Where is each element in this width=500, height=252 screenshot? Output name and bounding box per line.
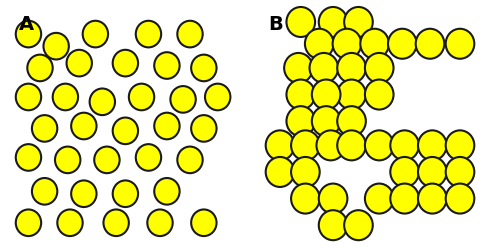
Circle shape (191, 209, 216, 236)
Circle shape (337, 80, 366, 110)
Circle shape (286, 106, 315, 136)
Circle shape (136, 21, 161, 47)
Circle shape (148, 209, 172, 236)
Circle shape (112, 117, 138, 144)
Circle shape (390, 130, 419, 160)
Circle shape (418, 157, 446, 187)
Circle shape (90, 88, 115, 115)
Circle shape (191, 55, 216, 81)
Circle shape (365, 53, 394, 83)
Circle shape (52, 84, 78, 110)
Circle shape (154, 178, 180, 205)
Circle shape (28, 55, 52, 81)
Circle shape (58, 209, 82, 236)
Circle shape (312, 106, 340, 136)
Circle shape (416, 29, 444, 59)
Circle shape (365, 80, 394, 110)
Circle shape (446, 130, 474, 160)
Circle shape (446, 29, 474, 59)
Circle shape (66, 50, 92, 76)
Circle shape (337, 53, 366, 83)
Circle shape (178, 21, 203, 47)
Circle shape (418, 130, 446, 160)
Circle shape (291, 130, 320, 160)
Circle shape (170, 86, 196, 113)
Circle shape (284, 53, 313, 83)
Circle shape (16, 84, 41, 110)
Circle shape (319, 183, 348, 214)
Circle shape (312, 80, 340, 110)
Circle shape (44, 33, 69, 59)
Circle shape (32, 115, 58, 142)
Circle shape (305, 29, 334, 59)
Circle shape (94, 147, 120, 173)
Circle shape (129, 84, 154, 110)
Circle shape (446, 183, 474, 214)
Circle shape (316, 130, 345, 160)
Circle shape (55, 147, 80, 173)
Circle shape (365, 130, 394, 160)
Circle shape (154, 52, 180, 79)
Circle shape (365, 183, 394, 214)
Circle shape (154, 113, 180, 139)
Circle shape (319, 210, 348, 240)
Circle shape (16, 209, 41, 236)
Circle shape (16, 21, 41, 47)
Circle shape (136, 144, 161, 171)
Circle shape (344, 210, 373, 240)
Circle shape (337, 106, 366, 136)
Circle shape (418, 183, 446, 214)
Circle shape (82, 21, 108, 47)
Circle shape (266, 157, 294, 187)
Circle shape (390, 183, 419, 214)
Circle shape (112, 180, 138, 207)
Circle shape (319, 7, 348, 37)
Circle shape (310, 53, 338, 83)
Circle shape (332, 29, 361, 59)
Circle shape (286, 7, 315, 37)
Circle shape (446, 157, 474, 187)
Circle shape (112, 50, 138, 76)
Circle shape (32, 178, 58, 205)
Circle shape (344, 7, 373, 37)
Circle shape (16, 144, 41, 171)
Circle shape (286, 80, 315, 110)
Circle shape (104, 209, 129, 236)
Circle shape (71, 113, 96, 139)
Circle shape (360, 29, 389, 59)
Circle shape (337, 130, 366, 160)
Text: A: A (19, 15, 34, 34)
Circle shape (178, 147, 203, 173)
Text: B: B (268, 15, 283, 34)
Circle shape (71, 180, 96, 207)
Circle shape (266, 130, 294, 160)
Circle shape (388, 29, 416, 59)
Circle shape (191, 115, 216, 142)
Circle shape (291, 157, 320, 187)
Circle shape (205, 84, 231, 110)
Circle shape (291, 183, 320, 214)
Circle shape (390, 157, 419, 187)
